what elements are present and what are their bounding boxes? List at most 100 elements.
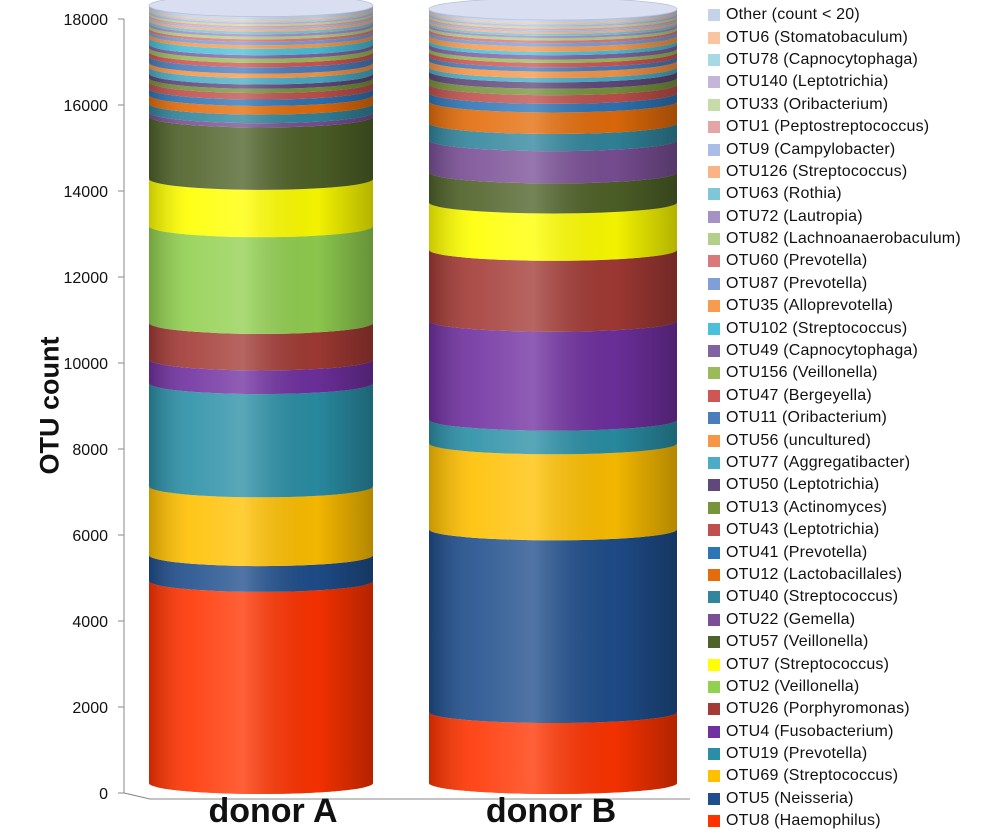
legend-label: OTU43 (Leptotrichia) bbox=[726, 521, 880, 539]
legend-label: OTU1 (Peptostreptococcus) bbox=[726, 118, 930, 136]
legend-swatch bbox=[708, 31, 720, 44]
legend-swatch bbox=[708, 233, 720, 246]
legend-label: OTU22 (Gemella) bbox=[726, 610, 856, 628]
legend-swatch bbox=[708, 613, 720, 626]
bar-donor-a bbox=[148, 0, 374, 795]
legend-label: OTU40 (Streptococcus) bbox=[726, 588, 899, 606]
legend-label: OTU50 (Leptotrichia) bbox=[726, 476, 880, 494]
legend-label: OTU69 (Streptococcus) bbox=[726, 767, 899, 785]
legend-label: OTU87 (Prevotella) bbox=[726, 274, 868, 292]
legend-label: OTU26 (Porphyromonas) bbox=[726, 700, 910, 718]
legend-item: OTU78 (Capnocytophaga) bbox=[708, 49, 1003, 71]
legend-item: OTU4 (Fusobacterium) bbox=[708, 721, 1003, 743]
legend-swatch bbox=[708, 792, 720, 805]
legend-item: OTU7 (Streptococcus) bbox=[708, 653, 1003, 675]
legend-label: OTU140 (Leptotrichia) bbox=[726, 73, 889, 91]
legend-label: Other (count < 20) bbox=[726, 6, 860, 24]
legend-swatch bbox=[708, 524, 720, 537]
legend-label: OTU56 (uncultured) bbox=[726, 431, 871, 449]
legend-label: OTU6 (Stomatobaculum) bbox=[726, 28, 909, 46]
legend-swatch bbox=[708, 98, 720, 111]
bar-segment bbox=[149, 580, 373, 794]
bar-segment bbox=[429, 320, 677, 431]
legend-item: OTU8 (Haemophilus) bbox=[708, 810, 1003, 832]
legend-label: OTU82 (Lachnoanaerobaculum) bbox=[726, 230, 961, 248]
legend-label: OTU8 (Haemophilus) bbox=[726, 812, 881, 830]
legend-swatch bbox=[708, 165, 720, 178]
legend-item: OTU2 (Veillonella) bbox=[708, 676, 1003, 698]
y-tick-label: 10000 bbox=[64, 356, 109, 373]
legend-label: OTU4 (Fusobacterium) bbox=[726, 722, 894, 740]
legend-item: OTU26 (Porphyromonas) bbox=[708, 698, 1003, 720]
legend-item: OTU13 (Actinomyces) bbox=[708, 497, 1003, 519]
legend-label: OTU5 (Neisseria) bbox=[726, 789, 854, 807]
legend-label: OTU72 (Lautropia) bbox=[726, 207, 863, 225]
legend-item: OTU43 (Leptotrichia) bbox=[708, 519, 1003, 541]
legend-swatch bbox=[708, 300, 720, 313]
legend-item: OTU63 (Rothia) bbox=[708, 183, 1003, 205]
legend-swatch bbox=[708, 748, 720, 761]
legend-label: OTU11 (Oribacterium) bbox=[726, 409, 888, 427]
y-tick-label: 0 bbox=[99, 786, 108, 803]
legend-swatch bbox=[708, 389, 720, 402]
legend-label: OTU35 (Alloprevotella) bbox=[726, 297, 894, 315]
legend-label: OTU9 (Campylobacter) bbox=[726, 140, 896, 158]
bar-top-cap bbox=[428, 0, 678, 21]
legend-swatch bbox=[708, 568, 720, 581]
legend-swatch bbox=[708, 636, 720, 649]
legend-item: OTU47 (Bergeyella) bbox=[708, 385, 1003, 407]
legend-item: OTU87 (Prevotella) bbox=[708, 273, 1003, 295]
legend-swatch bbox=[708, 53, 720, 66]
chart-legend: Other (count < 20) OTU6 (Stomatobaculum) O… bbox=[708, 4, 1003, 832]
legend-label: OTU33 (Oribacterium) bbox=[726, 95, 889, 113]
legend-swatch bbox=[708, 479, 720, 492]
y-tick-label: 2000 bbox=[72, 700, 108, 717]
legend-label: OTU156 (Veillonella) bbox=[726, 364, 878, 382]
legend-item: OTU1 (Peptostreptococcus) bbox=[708, 116, 1003, 138]
x-category-label-donor-a: donor A bbox=[208, 792, 338, 830]
legend-swatch bbox=[708, 725, 720, 738]
bar-segment bbox=[149, 383, 373, 498]
legend-item: OTU22 (Gemella) bbox=[708, 609, 1003, 631]
bar-segment bbox=[429, 712, 677, 794]
legend-item: OTU56 (uncultured) bbox=[708, 429, 1003, 451]
legend-swatch bbox=[708, 546, 720, 559]
legend-swatch bbox=[708, 121, 720, 134]
legend-item: OTU6 (Stomatobaculum) bbox=[708, 26, 1003, 48]
legend-item: OTU35 (Alloprevotella) bbox=[708, 295, 1003, 317]
legend-item: OTU82 (Lachnoanaerobaculum) bbox=[708, 228, 1003, 250]
y-tick-label: 18000 bbox=[64, 12, 109, 29]
legend-swatch bbox=[708, 680, 720, 693]
bar-donor-b bbox=[428, 0, 678, 794]
legend-label: OTU2 (Veillonella) bbox=[726, 677, 860, 695]
y-tick-label: 8000 bbox=[72, 442, 108, 459]
legend-item: OTU50 (Leptotrichia) bbox=[708, 474, 1003, 496]
legend-item: OTU57 (Veillonella) bbox=[708, 631, 1003, 653]
legend-label: OTU19 (Prevotella) bbox=[726, 745, 868, 763]
legend-item: OTU41 (Prevotella) bbox=[708, 541, 1003, 563]
legend-swatch bbox=[708, 591, 720, 604]
legend-label: OTU126 (Streptococcus) bbox=[726, 162, 908, 180]
legend-label: OTU57 (Veillonella) bbox=[726, 633, 869, 651]
legend-item: OTU156 (Veillonella) bbox=[708, 362, 1003, 384]
legend-swatch bbox=[708, 367, 720, 380]
legend-item: OTU72 (Lautropia) bbox=[708, 206, 1003, 228]
bar-segment bbox=[429, 249, 677, 332]
legend-item: OTU140 (Leptotrichia) bbox=[708, 71, 1003, 93]
legend-item: OTU5 (Neisseria) bbox=[708, 788, 1003, 810]
legend-item: OTU69 (Streptococcus) bbox=[708, 765, 1003, 787]
legend-swatch bbox=[708, 658, 720, 671]
legend-swatch bbox=[708, 210, 720, 223]
legend-swatch bbox=[708, 143, 720, 156]
legend-label: OTU41 (Prevotella) bbox=[726, 543, 868, 561]
legend-swatch bbox=[708, 457, 720, 469]
bar-top-cap bbox=[148, 0, 374, 17]
legend-label: OTU49 (Capnocytophaga) bbox=[726, 342, 919, 360]
legend-label: OTU78 (Capnocytophaga) bbox=[726, 50, 919, 68]
y-tick-label: 14000 bbox=[64, 184, 109, 201]
y-axis-label: OTU count bbox=[34, 336, 65, 475]
y-tick-label: 4000 bbox=[72, 614, 108, 631]
bar-segment bbox=[149, 116, 373, 190]
legend-label: OTU12 (Lactobacillales) bbox=[726, 565, 903, 583]
bar-segment bbox=[149, 486, 373, 567]
